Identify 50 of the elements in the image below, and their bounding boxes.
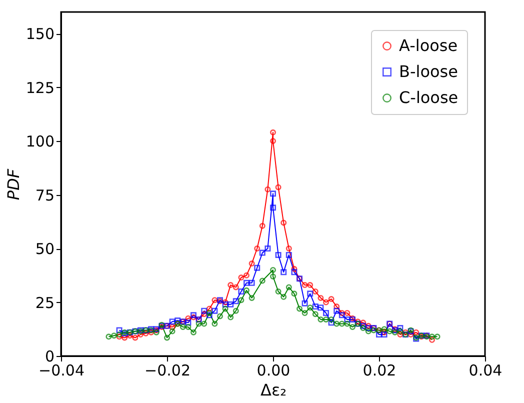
y-tick-label: 100 [26,132,54,150]
point [312,304,318,310]
point [259,250,266,256]
legend-label: B-loose [399,62,458,81]
point [254,264,260,271]
point [264,246,271,252]
point [280,269,287,276]
x-tick-label: −0.02 [144,362,190,380]
point [270,204,276,211]
x-axis-title: Δε₂ [260,380,287,400]
point [323,310,329,316]
point [291,269,298,276]
point [185,320,192,326]
point [365,325,372,332]
legend-label: C-loose [399,88,458,107]
point [228,301,234,308]
point [244,280,250,286]
point [328,320,334,326]
point [318,304,324,311]
x-tick-label: 0.04 [468,362,502,380]
point [338,312,345,318]
point [206,312,212,318]
y-tick-label: 25 [35,294,54,312]
point [381,332,388,338]
point [232,298,239,304]
point [212,308,218,314]
point [275,252,282,258]
point [334,308,340,314]
x-tick-label: 0.02 [362,362,396,380]
point [238,288,244,294]
point [169,318,176,325]
point [360,322,366,329]
y-tick-label: 75 [35,186,54,204]
point [248,280,255,286]
point [302,300,308,306]
point [116,327,122,334]
point [397,325,404,332]
point [286,252,292,258]
x-tick-label: 0.00 [256,362,290,380]
point [174,318,181,324]
point [376,332,382,338]
point [344,316,350,322]
point [201,308,208,314]
point [307,290,314,297]
y-axis-title: PDF [4,168,23,200]
y-tick-label: 150 [26,25,54,43]
point [270,190,276,197]
legend-label: A-loose [399,36,458,55]
y-tick-label: 125 [26,78,54,97]
y-tick-label: 50 [35,240,54,258]
